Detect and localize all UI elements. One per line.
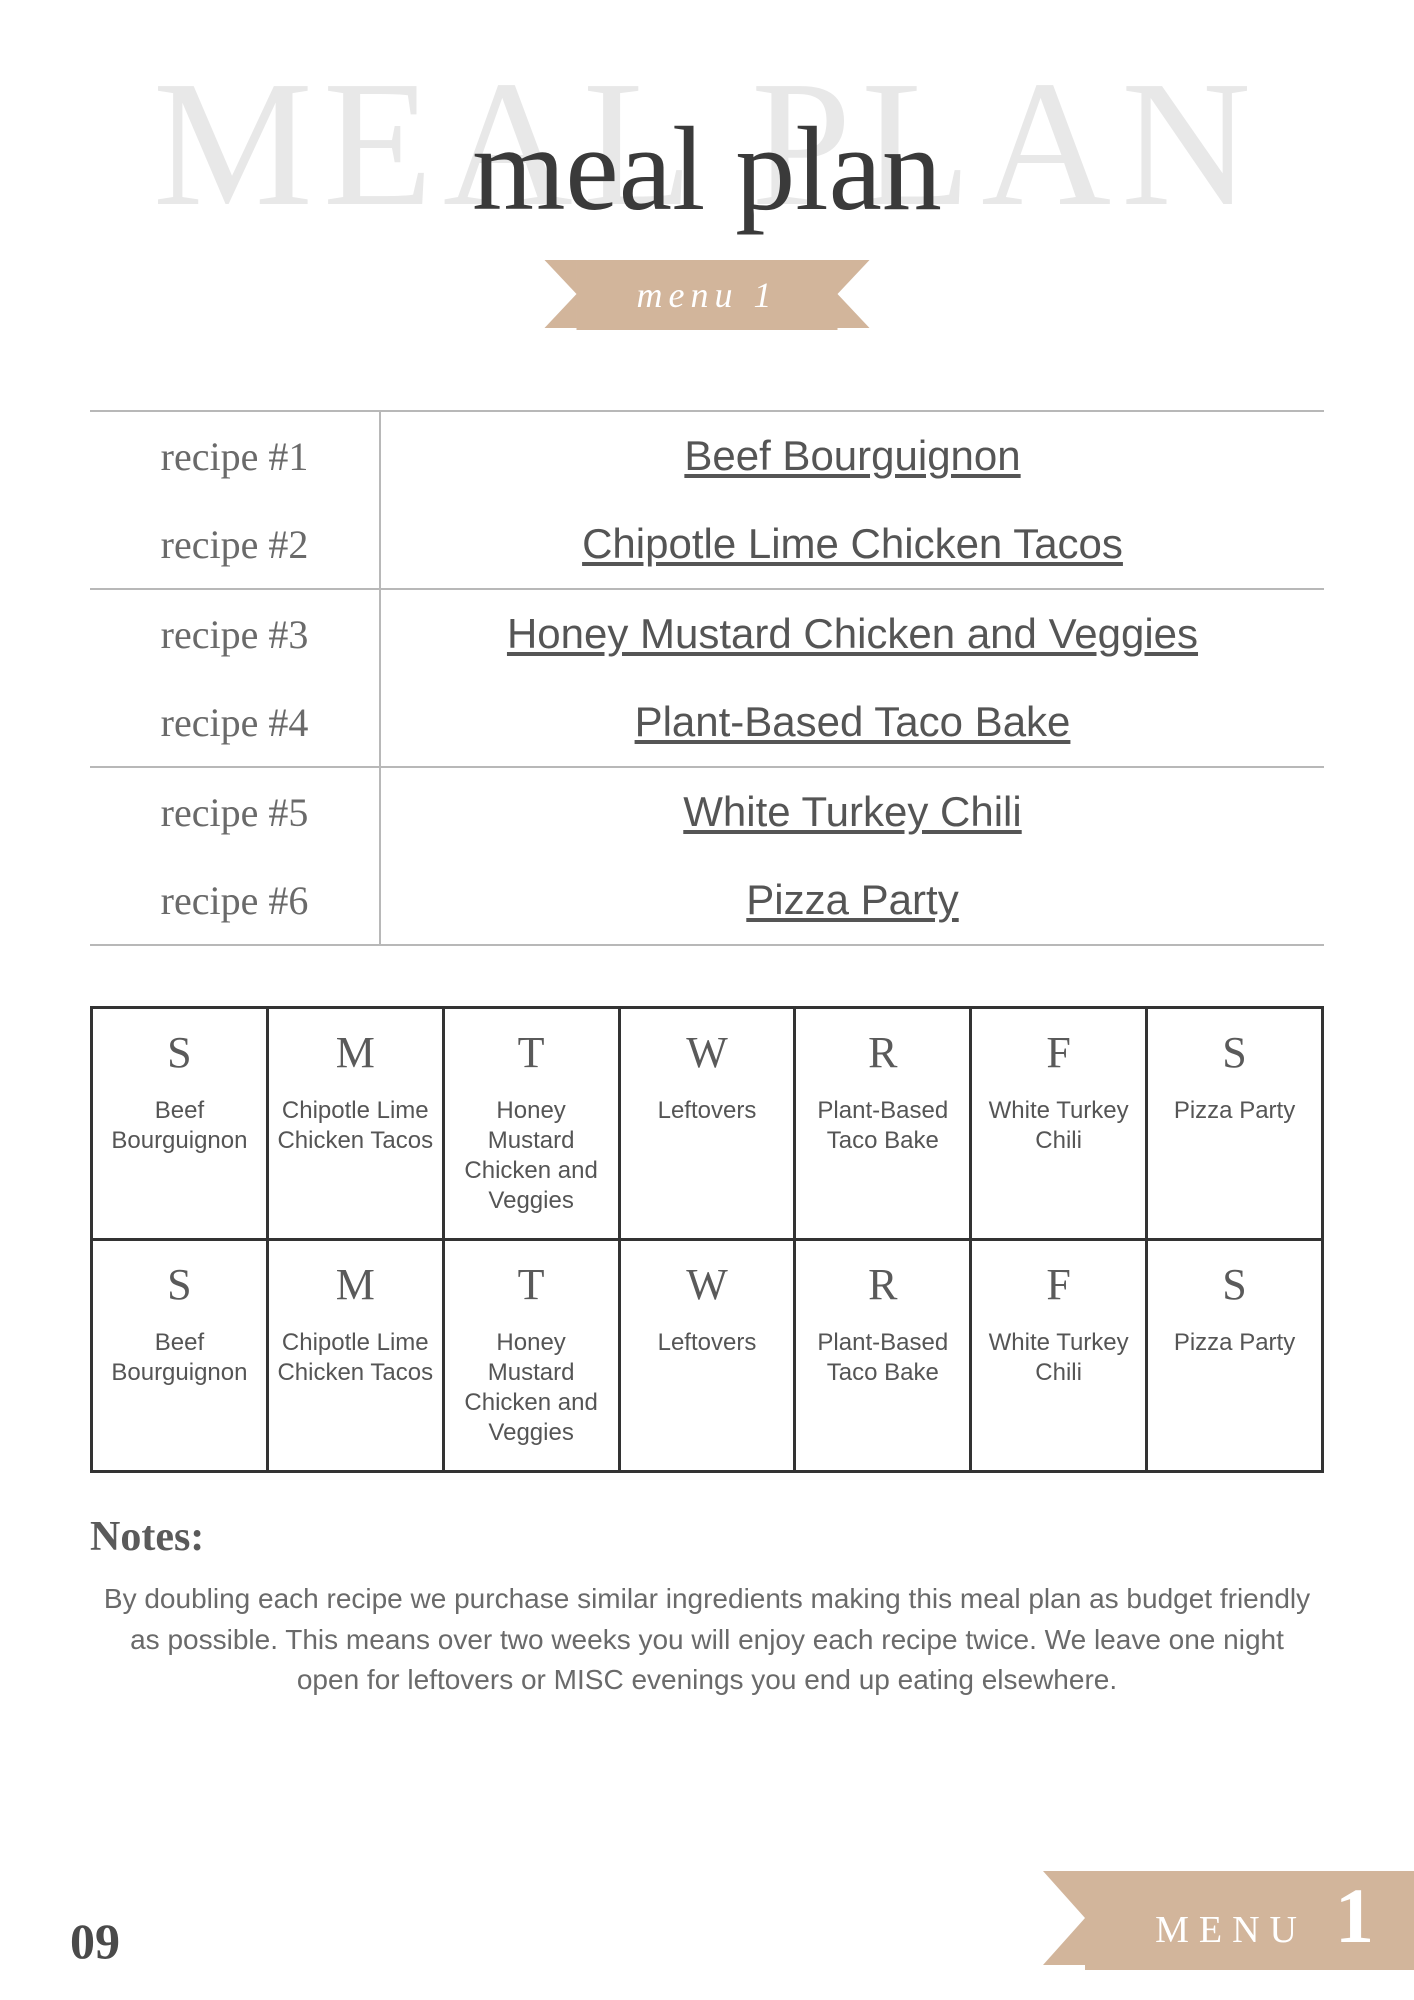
calendar-day-cell: F White Turkey Chili (971, 1240, 1147, 1472)
recipe-label: recipe #3 (90, 589, 380, 678)
page-footer: 09 MENU 1 (0, 1880, 1414, 1970)
meal-plan-page: MEAL PLAN meal plan menu 1 recipe #1 Bee… (0, 0, 1414, 1701)
day-meal: White Turkey Chili (980, 1328, 1137, 1388)
day-letter: F (980, 1027, 1137, 1078)
recipe-label: recipe #5 (90, 767, 380, 856)
day-meal: Honey Mustard Chicken and Veggies (453, 1096, 610, 1216)
calendar-day-cell: S Pizza Party (1147, 1008, 1323, 1240)
day-meal: Plant-Based Taco Bake (804, 1328, 961, 1388)
day-meal: Beef Bourguignon (101, 1096, 258, 1156)
day-letter: S (101, 1259, 258, 1310)
calendar-day-cell: R Plant-Based Taco Bake (795, 1008, 971, 1240)
footer-menu-number: 1 (1335, 1889, 1374, 1944)
day-meal: Chipotle Lime Chicken Tacos (277, 1096, 434, 1156)
footer-menu-ribbon: MENU 1 (1085, 1871, 1414, 1970)
calendar-day-cell: F White Turkey Chili (971, 1008, 1147, 1240)
footer-menu-word: MENU (1155, 1908, 1307, 1952)
recipe-label: recipe #2 (90, 500, 380, 589)
day-letter: S (1156, 1027, 1313, 1078)
day-meal: Plant-Based Taco Bake (804, 1096, 961, 1156)
day-meal: Chipotle Lime Chicken Tacos (277, 1328, 434, 1388)
calendar-day-cell: R Plant-Based Taco Bake (795, 1240, 971, 1472)
day-letter: R (804, 1259, 961, 1310)
calendar-day-cell: T Honey Mustard Chicken and Veggies (443, 1008, 619, 1240)
recipe-label: recipe #4 (90, 678, 380, 767)
recipe-name[interactable]: White Turkey Chili (380, 767, 1324, 856)
calendar-week-row: S Beef Bourguignon M Chipotle Lime Chicken… (92, 1240, 1323, 1472)
day-letter: M (277, 1259, 434, 1310)
calendar-day-cell: S Pizza Party (1147, 1240, 1323, 1472)
notes-heading: Notes: (90, 1513, 1324, 1561)
calendar-day-cell: W Leftovers (619, 1240, 795, 1472)
day-meal: Honey Mustard Chicken and Veggies (453, 1328, 610, 1448)
day-letter: M (277, 1027, 434, 1078)
calendar-day-cell: T Honey Mustard Chicken and Veggies (443, 1240, 619, 1472)
day-meal: White Turkey Chili (980, 1096, 1137, 1156)
day-letter: W (629, 1259, 786, 1310)
day-letter: S (1156, 1259, 1313, 1310)
day-letter: R (804, 1027, 961, 1078)
calendar-day-cell: S Beef Bourguignon (92, 1008, 268, 1240)
calendar-day-cell: W Leftovers (619, 1008, 795, 1240)
calendar-week-row: S Beef Bourguignon M Chipotle Lime Chicken… (92, 1008, 1323, 1240)
calendar-day-cell: M Chipotle Lime Chicken Tacos (267, 1240, 443, 1472)
recipe-name[interactable]: Chipotle Lime Chicken Tacos (380, 500, 1324, 589)
day-meal: Beef Bourguignon (101, 1328, 258, 1388)
menu-ribbon-label: menu 1 (577, 260, 838, 330)
recipe-label: recipe #1 (90, 411, 380, 500)
day-meal: Pizza Party (1156, 1096, 1313, 1126)
day-letter: T (453, 1259, 610, 1310)
day-meal: Pizza Party (1156, 1328, 1313, 1358)
script-title: meal plan (472, 100, 942, 238)
weekly-calendar: S Beef Bourguignon M Chipotle Lime Chicken… (90, 1006, 1324, 1473)
day-letter: S (101, 1027, 258, 1078)
page-header: MEAL PLAN meal plan menu 1 (90, 60, 1324, 320)
recipe-name[interactable]: Beef Bourguignon (380, 411, 1324, 500)
calendar-day-cell: S Beef Bourguignon (92, 1240, 268, 1472)
recipe-name[interactable]: Honey Mustard Chicken and Veggies (380, 589, 1324, 678)
day-letter: W (629, 1027, 786, 1078)
notes-body: By doubling each recipe we purchase simi… (90, 1579, 1324, 1701)
recipe-label: recipe #6 (90, 856, 380, 945)
day-meal: Leftovers (629, 1096, 786, 1126)
recipe-name[interactable]: Pizza Party (380, 856, 1324, 945)
page-number: 09 (70, 1912, 120, 1970)
recipe-list-table: recipe #1 Beef Bourguignon recipe #2 Chi… (90, 410, 1324, 946)
day-letter: F (980, 1259, 1137, 1310)
day-letter: T (453, 1027, 610, 1078)
recipe-name[interactable]: Plant-Based Taco Bake (380, 678, 1324, 767)
calendar-day-cell: M Chipotle Lime Chicken Tacos (267, 1008, 443, 1240)
menu-ribbon: menu 1 (577, 260, 838, 330)
day-meal: Leftovers (629, 1328, 786, 1358)
